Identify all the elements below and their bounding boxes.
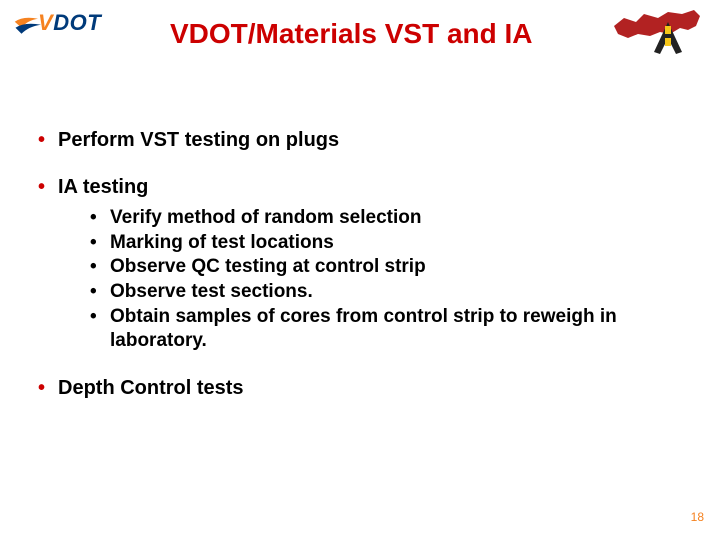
slide-body: Perform VST testing on plugs IA testing …: [32, 128, 688, 423]
sub-bullet-item: Verify method of random selection: [84, 206, 688, 231]
brand-dot: DOT: [53, 10, 101, 35]
bullet-item: IA testing Verify method of random selec…: [32, 175, 688, 354]
vdot-logo: VDOT: [14, 6, 124, 46]
sub-bullet-item: Obtain samples of cores from control str…: [84, 305, 688, 354]
sub-bullet-text: Verify method of random selection: [110, 207, 421, 228]
bullet-list-level-2: Verify method of random selection Markin…: [84, 206, 688, 354]
sub-bullet-text: Marking of test locations: [110, 232, 334, 253]
brand-v: V: [38, 10, 53, 35]
brand-text: VDOT: [38, 10, 101, 36]
sub-bullet-text: Observe test sections.: [110, 281, 313, 302]
bullet-item: Depth Control tests: [32, 376, 688, 401]
sub-bullet-text: Obtain samples of cores from control str…: [110, 306, 617, 352]
slide: VDOT VDOT/Materials VST and IA Perform V…: [0, 0, 720, 540]
bullet-item: Perform VST testing on plugs: [32, 128, 688, 153]
bullet-text: IA testing: [58, 176, 148, 198]
sub-bullet-item: Observe QC testing at control strip: [84, 255, 688, 280]
bullet-list-level-1: Perform VST testing on plugs IA testing …: [32, 128, 688, 401]
bullet-text: Depth Control tests: [58, 377, 244, 399]
sub-bullet-item: Marking of test locations: [84, 231, 688, 256]
page-number: 18: [691, 510, 704, 524]
bullet-text: Perform VST testing on plugs: [58, 129, 339, 151]
sub-bullet-text: Observe QC testing at control strip: [110, 256, 426, 277]
virginia-shape-icon: [610, 4, 704, 62]
virginia-logo: [610, 4, 704, 62]
sub-bullet-item: Observe test sections.: [84, 280, 688, 305]
slide-title: VDOT/Materials VST and IA: [170, 18, 550, 50]
